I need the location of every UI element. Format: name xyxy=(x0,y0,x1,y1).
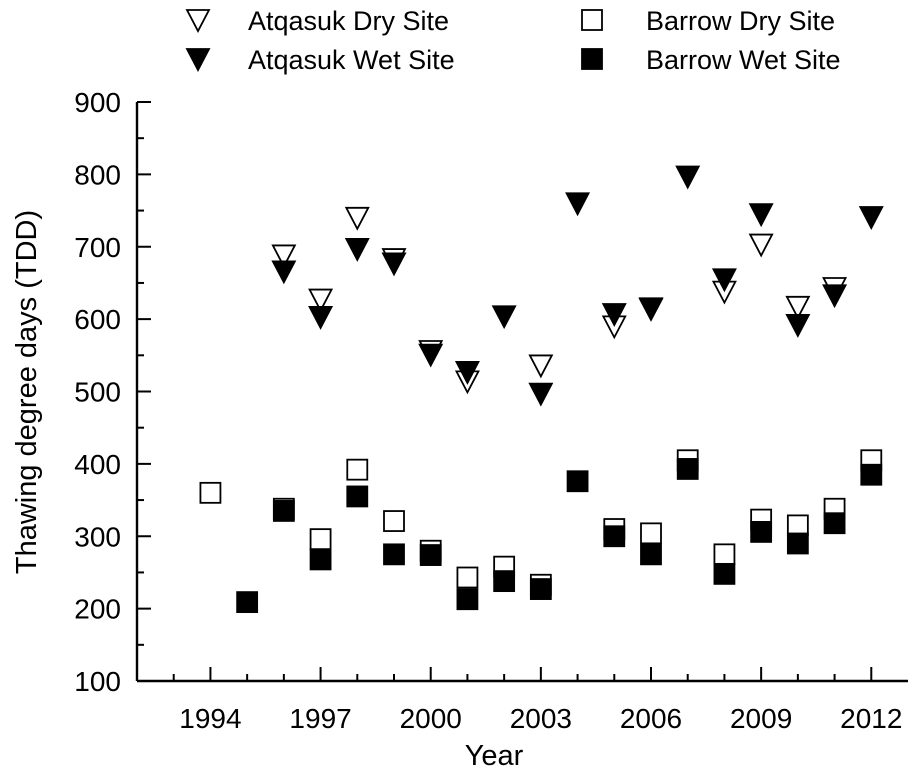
data-point xyxy=(456,566,479,589)
series-barrow-wet-site xyxy=(236,458,883,614)
legend-item-atqasuk-dry-site: Atqasuk Dry Site xyxy=(185,6,449,36)
x-tick-label: 2012 xyxy=(840,703,902,734)
data-point xyxy=(528,354,554,379)
data-point xyxy=(271,244,297,269)
data-point xyxy=(786,514,809,537)
series-atqasuk-wet-site xyxy=(271,165,884,407)
y-tick-label: 300 xyxy=(74,521,121,552)
data-point xyxy=(308,306,334,330)
data-point xyxy=(638,297,664,322)
data-point xyxy=(383,510,405,532)
data-point xyxy=(713,562,736,585)
data-point xyxy=(454,361,480,385)
data-point xyxy=(750,521,773,543)
data-point xyxy=(344,238,370,262)
data-point xyxy=(711,268,737,293)
data-point xyxy=(309,528,332,551)
data-point xyxy=(601,303,627,327)
data-point xyxy=(565,192,591,217)
y-tick-label: 400 xyxy=(74,449,121,480)
x-tick-label: 2000 xyxy=(400,703,462,734)
x-tick-label: 1994 xyxy=(179,703,241,734)
data-point xyxy=(383,543,405,566)
y-tick-label: 100 xyxy=(74,666,121,697)
data-point xyxy=(675,165,701,190)
data-point xyxy=(603,525,626,548)
data-point xyxy=(676,458,699,480)
data-point xyxy=(786,532,809,555)
data-point xyxy=(236,591,259,614)
data-point xyxy=(272,500,295,522)
x-tick-label: 2009 xyxy=(730,703,792,734)
legend-marker xyxy=(185,48,211,72)
data-points xyxy=(199,165,884,614)
data-point xyxy=(308,288,334,313)
data-point xyxy=(271,260,297,285)
data-point xyxy=(381,252,407,277)
legend-label: Atqasuk Dry Site xyxy=(248,6,449,36)
data-point xyxy=(858,206,884,231)
y-tick-label: 800 xyxy=(74,159,121,190)
x-tick-label: 2003 xyxy=(510,703,572,734)
x-tick-label: 1997 xyxy=(289,703,351,734)
y-tick-label: 600 xyxy=(74,304,121,335)
y-tick-label: 900 xyxy=(74,87,121,118)
legend-item-barrow-wet-site: Barrow Wet Site xyxy=(581,45,841,75)
x-axis-title: Year xyxy=(465,740,524,772)
data-point xyxy=(493,570,516,593)
data-point xyxy=(748,233,774,258)
data-point xyxy=(640,522,662,545)
data-point xyxy=(566,470,589,493)
data-point xyxy=(456,588,479,611)
data-point xyxy=(713,543,736,566)
data-point xyxy=(491,305,517,330)
series-atqasuk-dry-site xyxy=(271,206,848,395)
legend-marker xyxy=(581,48,603,70)
data-point xyxy=(823,512,846,535)
data-point xyxy=(346,458,369,481)
x-tick-label: 2006 xyxy=(620,703,682,734)
legend-label: Atqasuk Wet Site xyxy=(248,45,455,75)
y-axis-title: Thawing degree days (TDD) xyxy=(11,210,43,574)
legend-marker xyxy=(581,9,603,31)
y-tick-label: 200 xyxy=(74,594,121,625)
legend: Atqasuk Dry Site Barrow Dry Site Atqasuk W… xyxy=(185,6,841,75)
data-point xyxy=(344,206,370,231)
data-point xyxy=(418,343,444,368)
data-point xyxy=(419,544,442,566)
data-point xyxy=(785,295,811,320)
y-tick-label: 700 xyxy=(74,232,121,263)
data-point xyxy=(199,481,222,504)
data-point xyxy=(528,382,554,407)
legend-marker xyxy=(185,9,211,33)
data-point xyxy=(309,548,332,571)
series-barrow-dry-site xyxy=(199,449,883,596)
legend-label: Barrow Wet Site xyxy=(646,45,841,75)
data-point xyxy=(785,314,811,338)
data-point xyxy=(822,284,848,309)
legend-item-atqasuk-wet-site: Atqasuk Wet Site xyxy=(185,45,455,75)
data-point xyxy=(346,485,369,508)
legend-label: Barrow Dry Site xyxy=(646,6,835,36)
data-point xyxy=(748,203,774,228)
y-tick-label: 500 xyxy=(74,377,121,408)
ticks: 100 200 300 400 500 600 700 800 900 1994 1997 2000 2… xyxy=(74,87,902,734)
legend-item-barrow-dry-site: Barrow Dry Site xyxy=(581,6,835,36)
data-point xyxy=(860,463,883,486)
data-point xyxy=(640,543,662,566)
data-point xyxy=(529,578,552,600)
